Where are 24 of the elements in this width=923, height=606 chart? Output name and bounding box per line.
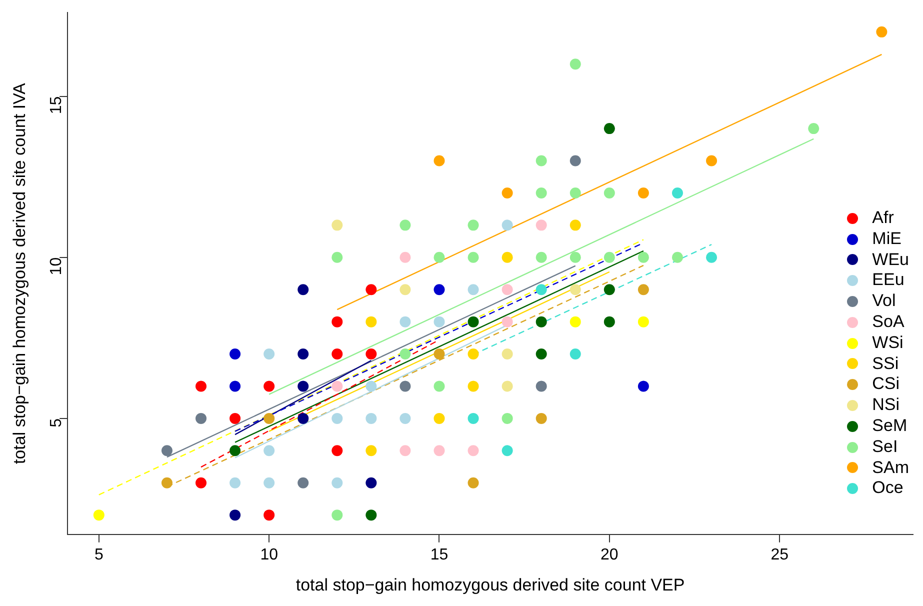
- x-tick-label: 25: [770, 546, 789, 564]
- x-axis-title: total stop−gain homozygous derived site count VEP: [296, 575, 685, 594]
- legend-label: EEu: [872, 270, 904, 292]
- y-axis-title: total stop−gain homozygous derived site count IVA: [10, 82, 29, 464]
- legend-label: Vol: [872, 291, 896, 312]
- legend-label: SSi: [872, 354, 899, 374]
- y-tick-label: 15: [48, 96, 66, 114]
- x-tick-label: 15: [430, 546, 448, 564]
- y-tick-label: 5: [48, 418, 66, 428]
- legend-label: CSi: [872, 374, 900, 396]
- x-tick-label: 20: [600, 546, 618, 564]
- legend-label: WEu: [872, 250, 909, 270]
- legend-label: WSi: [872, 332, 904, 354]
- legend-label: SAm: [872, 458, 909, 478]
- legend-label: MiE: [872, 228, 902, 250]
- x-tick-label: 5: [94, 546, 104, 564]
- legend-label: Afr: [872, 208, 894, 229]
- y-tick-label: 10: [48, 257, 66, 276]
- legend-label: NSi: [872, 395, 900, 416]
- legend-label: SeM: [872, 416, 908, 437]
- legend-label: Oce: [872, 478, 904, 500]
- legend-label: SoA: [872, 312, 904, 333]
- x-tick-label: 10: [260, 546, 278, 564]
- legend-label: SeI: [872, 436, 898, 458]
